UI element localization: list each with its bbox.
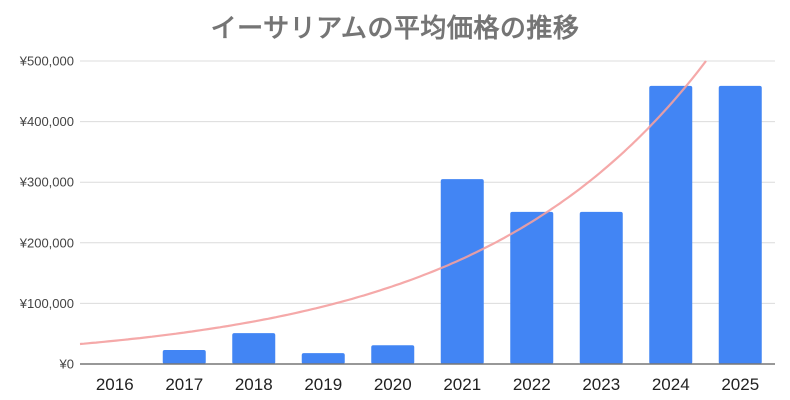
x-tick-label: 2017 <box>165 375 203 394</box>
x-tick-label: 2023 <box>582 375 620 394</box>
bar-2025[interactable] <box>718 85 762 364</box>
bar-2018[interactable] <box>232 333 276 364</box>
x-tick-label: 2018 <box>235 375 273 394</box>
chart-title: イーサリアムの平均価格の推移 <box>210 14 580 44</box>
y-tick-label: ¥500,000 <box>19 54 74 69</box>
bar-2023[interactable] <box>579 211 623 364</box>
x-tick-label: 2024 <box>652 375 690 394</box>
x-axis-labels: 2016 2017 2018 2019 2020 2021 2022 2023 2024 2025 <box>96 375 759 394</box>
y-axis-labels: ¥0 ¥100,000 ¥200,000 ¥300,000 ¥400,000 ¥500,0… <box>19 54 74 372</box>
x-tick-label: 2025 <box>721 375 759 394</box>
trendline <box>79 60 707 346</box>
y-tick-label: ¥0 <box>59 357 74 372</box>
bar-2017[interactable] <box>162 350 206 364</box>
y-tick-label: ¥300,000 <box>19 175 74 190</box>
y-tick-label: ¥200,000 <box>19 235 74 250</box>
y-tick-label: ¥400,000 <box>19 114 74 129</box>
bar-2019[interactable] <box>301 353 345 364</box>
bar-2022[interactable] <box>510 211 554 364</box>
bar-2020[interactable] <box>371 345 415 364</box>
x-tick-label: 2021 <box>443 375 481 394</box>
x-tick-label: 2020 <box>374 375 412 394</box>
x-tick-label: 2016 <box>96 375 134 394</box>
bar-2024[interactable] <box>649 85 693 364</box>
y-tick-label: ¥100,000 <box>19 296 74 311</box>
bar-2021[interactable] <box>440 179 484 364</box>
x-tick-label: 2022 <box>513 375 551 394</box>
x-tick-label: 2019 <box>304 375 342 394</box>
bars <box>162 85 762 364</box>
